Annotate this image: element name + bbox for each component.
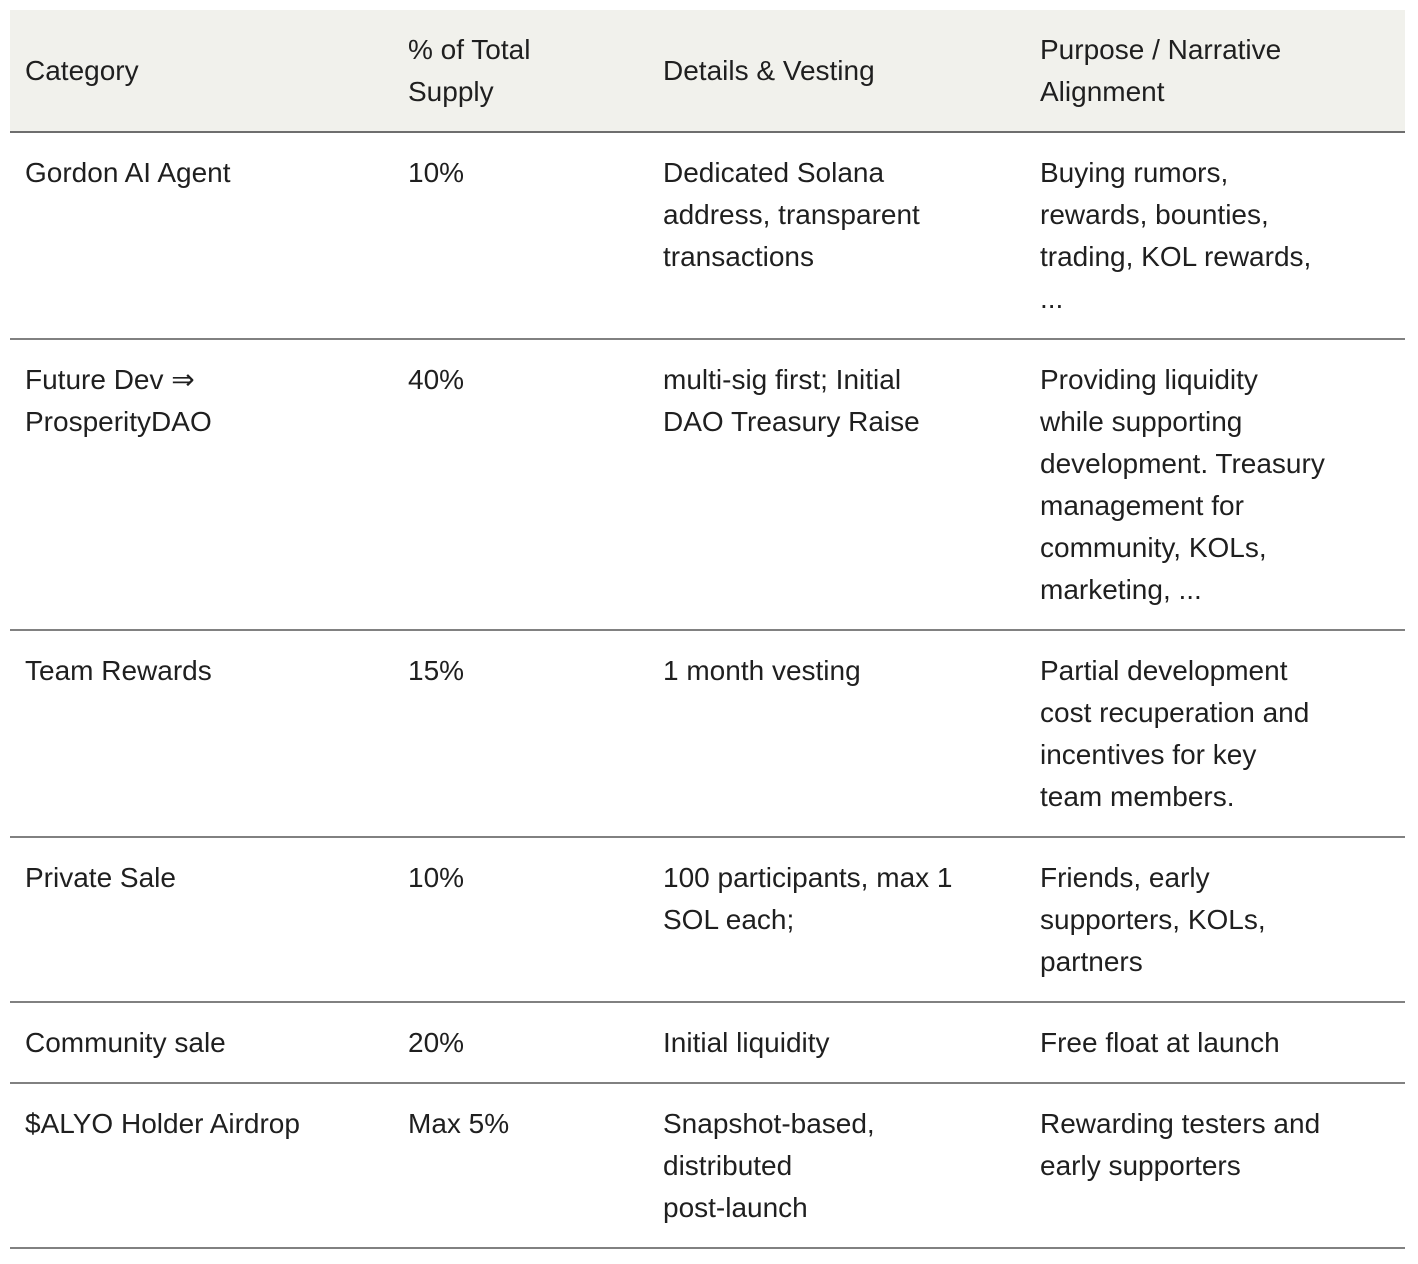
supply-cell: 10% bbox=[393, 132, 648, 340]
table-row: Community sale 20% Initial liquidity Fre… bbox=[10, 1002, 1405, 1084]
supply-cell: Max 5% bbox=[393, 1083, 648, 1249]
category-cell: Community sale bbox=[10, 1002, 393, 1084]
column-header-purpose: Purpose / Narrative Alignment bbox=[1025, 10, 1405, 133]
details-cell: multi-sig first; Initial DAO Treasury Ra… bbox=[648, 339, 1025, 631]
category-cell: Team Rewards bbox=[10, 630, 393, 838]
supply-cell: 10% bbox=[393, 837, 648, 1003]
purpose-cell: Providing liquidity while supporting dev… bbox=[1025, 339, 1405, 631]
token-allocation-table: Category % of Total Supply Details & Ves… bbox=[10, 10, 1405, 1249]
supply-cell: 20% bbox=[393, 1002, 648, 1084]
table-row: Gordon AI Agent 10% Dedicated Solana add… bbox=[10, 132, 1405, 340]
details-cell: Snapshot-based, distributed post-launch bbox=[648, 1083, 1025, 1249]
table-row: $ALYO Holder Airdrop Max 5% Snapshot-bas… bbox=[10, 1083, 1405, 1249]
purpose-cell: Free float at launch bbox=[1025, 1002, 1405, 1084]
category-cell: $ALYO Holder Airdrop bbox=[10, 1083, 393, 1249]
details-cell: Initial liquidity bbox=[648, 1002, 1025, 1084]
column-header-details: Details & Vesting bbox=[648, 10, 1025, 133]
header-row: Category % of Total Supply Details & Ves… bbox=[10, 10, 1405, 133]
purpose-cell: Buying rumors, rewards, bounties, tradin… bbox=[1025, 132, 1405, 340]
details-cell: 1 month vesting bbox=[648, 630, 1025, 838]
table-row: Team Rewards 15% 1 month vesting Partial… bbox=[10, 630, 1405, 838]
table-row: Future Dev ⇒ ProsperityDAO 40% multi-sig… bbox=[10, 339, 1405, 631]
column-header-category: Category bbox=[10, 10, 393, 133]
details-cell: 100 participants, max 1 SOL each; bbox=[648, 837, 1025, 1003]
table-body: Gordon AI Agent 10% Dedicated Solana add… bbox=[10, 132, 1405, 1249]
details-cell: Dedicated Solana address, transparent tr… bbox=[648, 132, 1025, 340]
supply-cell: 15% bbox=[393, 630, 648, 838]
purpose-cell: Rewarding testers and early supporters bbox=[1025, 1083, 1405, 1249]
category-cell: Private Sale bbox=[10, 837, 393, 1003]
category-cell: Future Dev ⇒ ProsperityDAO bbox=[10, 339, 393, 631]
purpose-cell: Partial development cost recuperation an… bbox=[1025, 630, 1405, 838]
category-cell: Gordon AI Agent bbox=[10, 132, 393, 340]
table-row: Private Sale 10% 100 participants, max 1… bbox=[10, 837, 1405, 1003]
table-header: Category % of Total Supply Details & Ves… bbox=[10, 10, 1405, 133]
column-header-supply: % of Total Supply bbox=[393, 10, 648, 133]
purpose-cell: Friends, early supporters, KOLs, partner… bbox=[1025, 837, 1405, 1003]
supply-cell: 40% bbox=[393, 339, 648, 631]
